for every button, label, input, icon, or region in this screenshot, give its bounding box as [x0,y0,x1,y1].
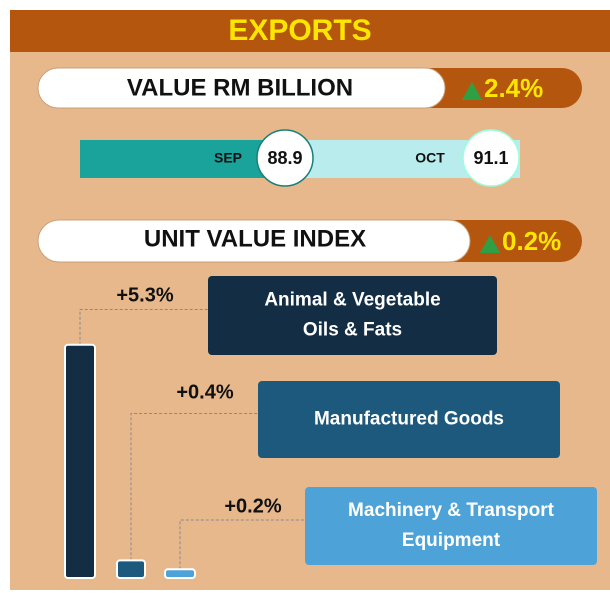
value-label: +0.4% [176,381,233,403]
month-circle [462,129,520,187]
connector [179,519,305,570]
header-bar [10,10,610,52]
uvi-change: 0.2% [502,226,561,256]
sep-bar [80,140,290,178]
month-name: OCT [415,150,445,166]
category-box [258,381,560,458]
month-value: 91.1 [473,148,508,168]
bar [64,343,96,579]
up-arrow [462,82,482,100]
up-arrow [480,235,500,253]
category-name: Animal & Vegetable [264,290,440,311]
connector [130,413,258,561]
category-name: Oils & Fats [303,320,402,341]
category-name: Manufactured Goods [314,409,504,430]
bar [116,559,146,580]
category-name: Machinery & Transport [348,500,555,521]
category-box [305,487,597,565]
bar [164,568,196,580]
header-title: EXPORTS [228,14,371,47]
value-label: +5.3% [116,284,173,306]
value-change: 2.4% [484,73,543,103]
category-name: Equipment [402,530,501,551]
month-value: 88.9 [267,148,302,168]
label-pill [37,67,446,109]
change-pill [400,68,582,108]
category-box [208,276,497,355]
label-pill [37,219,471,263]
value-label: VALUE RM BILLION [127,74,353,101]
connector [79,309,208,345]
month-circle [256,129,314,187]
uvi-label: UNIT VALUE INDEX [144,225,366,252]
month-name: SEP [214,150,242,166]
value-label: +0.2% [224,495,281,517]
